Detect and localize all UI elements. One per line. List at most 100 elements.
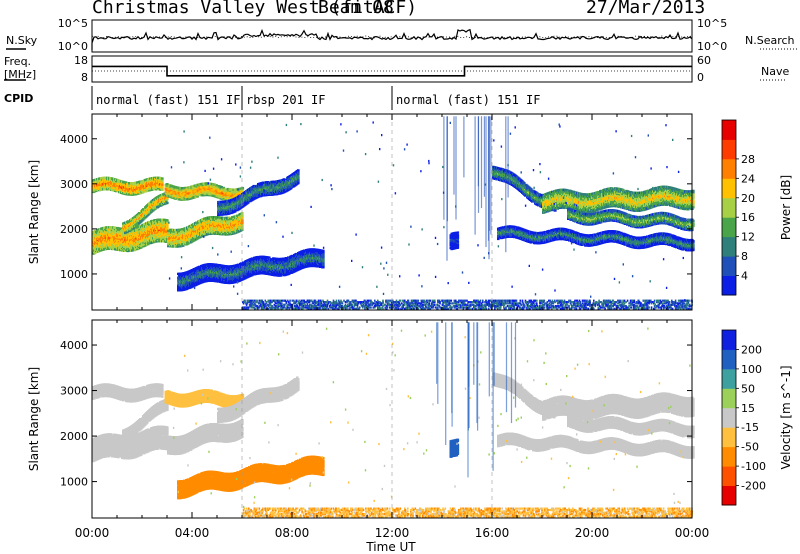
rti-cell	[105, 236, 108, 239]
rti-cell	[166, 220, 169, 223]
rti-cell	[109, 233, 112, 237]
rti-cell	[114, 234, 117, 237]
rti-cell	[231, 194, 235, 198]
rti-cell	[147, 242, 150, 246]
rti-cell	[93, 190, 96, 193]
rti-cell	[167, 238, 170, 241]
rti-cell	[132, 231, 135, 234]
rti-cell	[142, 189, 145, 193]
rti-cell	[129, 183, 132, 186]
nave-right-tick: 60	[697, 54, 711, 67]
rti-cell	[151, 188, 154, 191]
date-label: 27/Mar/2013	[586, 0, 705, 18]
rti-cell	[166, 226, 169, 230]
rti-cell	[215, 184, 219, 187]
rti-cell	[297, 175, 300, 178]
rti-cell	[160, 219, 163, 223]
rti-cell	[109, 226, 112, 229]
rti-cell	[170, 193, 174, 197]
rti-cell	[161, 187, 164, 190]
cpid-segment-label: normal (fast) 151 IF	[96, 93, 241, 107]
rti-cell	[106, 184, 109, 187]
rti-cell	[125, 239, 128, 242]
rti-cell	[204, 184, 208, 188]
rti-cell	[126, 230, 129, 234]
noise-left-label: N.Sky	[6, 34, 38, 47]
freq-label: [MHz]	[4, 68, 36, 81]
noise-left-tick: 10^5	[58, 17, 88, 30]
rti-cell	[297, 169, 300, 172]
rti-cell	[125, 181, 128, 184]
rti-cell	[161, 186, 164, 189]
rti-cell	[140, 246, 143, 249]
rti-cell	[161, 203, 164, 206]
rti-cell	[237, 193, 241, 196]
rti-cell	[153, 240, 156, 244]
rti-cell	[161, 183, 164, 186]
rti-cell	[161, 188, 164, 191]
rti-cell	[134, 216, 137, 220]
rti-cell	[201, 219, 204, 223]
rti-cell	[94, 251, 97, 254]
rti-cell	[124, 249, 127, 252]
rti-cell	[166, 223, 169, 226]
rti-cell	[93, 233, 96, 236]
freq-label: Freq.	[4, 55, 31, 68]
rti-cell	[104, 239, 107, 242]
cpid-segment-label: normal (fast) 151 IF	[396, 93, 541, 107]
rti-cell	[166, 183, 170, 186]
rti-cell	[224, 188, 228, 191]
rti-cell	[226, 194, 230, 197]
noise-right-tick: 10^0	[697, 40, 727, 53]
rti-cell	[154, 202, 157, 205]
noise-sky-line	[91, 28, 693, 50]
rti-cell	[182, 244, 185, 247]
cpid-label: CPID	[4, 92, 33, 105]
rti-cell	[124, 231, 127, 235]
rti-cell	[166, 225, 169, 228]
rti-cell	[138, 212, 141, 215]
rti-cell	[114, 187, 117, 190]
rti-cell	[232, 189, 236, 193]
rti-cell	[206, 183, 210, 186]
power-data-layer	[92, 116, 695, 310]
cpid-segment-label: rbsp 201 IF	[246, 93, 325, 107]
rti-cell	[153, 188, 156, 191]
rti-cell	[159, 176, 162, 180]
rti-cell	[103, 233, 106, 236]
rti-cell	[241, 188, 245, 191]
rti-cell	[166, 201, 169, 205]
nave-label: Nave	[761, 65, 789, 78]
rti-cell	[157, 205, 160, 208]
rti-cell	[112, 231, 115, 234]
rti-cell	[135, 192, 138, 196]
rti-cell	[220, 186, 224, 189]
rti-cell	[108, 231, 111, 234]
rti-cell	[108, 228, 111, 231]
rti-cell	[111, 177, 114, 180]
rti-cell	[98, 183, 101, 187]
station-title: Christmas Valley West (fitACF)	[92, 0, 417, 18]
rti-cell	[192, 237, 195, 240]
rti-cell	[107, 227, 110, 230]
rti-cell	[170, 242, 173, 245]
rti-cell	[112, 230, 115, 233]
rti-cell	[161, 177, 164, 180]
freq-line	[92, 65, 692, 77]
rti-cell	[160, 226, 163, 229]
rti-cell	[166, 196, 169, 200]
rti-cell	[166, 219, 169, 222]
rti-cell	[114, 226, 117, 229]
noise-right-label: N.Search	[745, 34, 795, 47]
rti-cell	[187, 241, 190, 244]
rti-cell	[241, 186, 245, 190]
rti-cell	[114, 232, 117, 236]
rti-cell	[128, 193, 131, 196]
rti-cell	[196, 195, 200, 198]
noise-right-tick: 10^5	[697, 17, 727, 30]
rti-cell	[237, 191, 241, 195]
rti-cell	[132, 190, 135, 194]
rti-cell	[217, 188, 221, 192]
nave-right-tick: 0	[697, 71, 704, 84]
